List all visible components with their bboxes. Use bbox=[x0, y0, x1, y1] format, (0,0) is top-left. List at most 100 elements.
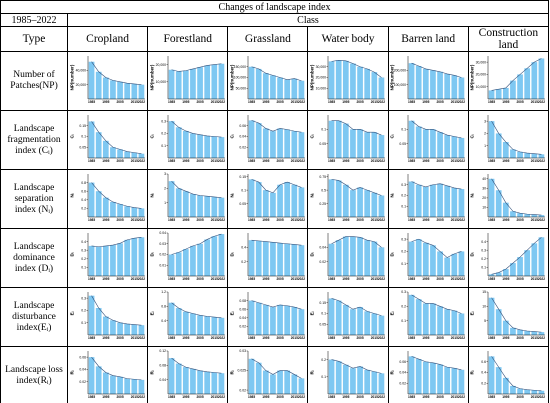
mini-chart: Dᵢ 0.1 0.2 0.3 0.4 1985 1995 2005 2015 2022 bbox=[69, 232, 145, 281]
bar bbox=[291, 243, 298, 276]
bar bbox=[364, 68, 371, 99]
bar bbox=[175, 126, 182, 158]
bar bbox=[524, 67, 531, 99]
y-tick-label: 0.04 bbox=[400, 370, 407, 374]
trend-line bbox=[251, 358, 302, 379]
y-tick-label: 30,000 bbox=[476, 60, 486, 64]
class-name: Forestland bbox=[147, 26, 229, 52]
bar bbox=[350, 367, 356, 394]
x-tick-label: 1985 bbox=[408, 395, 415, 399]
bar bbox=[357, 66, 363, 99]
bar bbox=[123, 323, 130, 335]
x-tick-label: 2015 bbox=[451, 395, 458, 399]
bar bbox=[204, 64, 210, 99]
bar bbox=[182, 70, 189, 99]
bar bbox=[291, 373, 298, 394]
bar bbox=[211, 64, 217, 99]
x-tick-label: 1995 bbox=[262, 218, 269, 222]
bar bbox=[538, 214, 545, 217]
x-tick-label: 2005 bbox=[276, 159, 283, 163]
bar bbox=[408, 120, 415, 158]
x-tick-label: 2022 bbox=[378, 218, 385, 222]
bar bbox=[189, 193, 196, 217]
x-tick-label: 1985 bbox=[88, 395, 95, 399]
x-tick-label: 2005 bbox=[517, 277, 524, 281]
bar bbox=[168, 357, 175, 394]
bar bbox=[364, 369, 371, 394]
bar bbox=[328, 359, 335, 394]
trend-line bbox=[491, 236, 543, 275]
bar bbox=[248, 178, 255, 217]
x-tick-label: 2022 bbox=[538, 100, 545, 104]
x-tick-label: 1985 bbox=[248, 159, 255, 163]
y-tick-label: 0.2 bbox=[161, 131, 166, 135]
chart-cell: Rᵢ 0.02 0.04 0.06 1985 1995 2005 2015 2022 bbox=[387, 346, 469, 403]
bar bbox=[123, 378, 130, 394]
index-row: Landscape disturbance index(Eᵢ) Eᵢ 0.1 0.2 0… bbox=[0, 287, 550, 347]
trend-line bbox=[411, 119, 462, 138]
y-tick-label: 200,000 bbox=[394, 68, 406, 72]
bar bbox=[357, 236, 363, 276]
x-tick-label: 2005 bbox=[437, 100, 444, 104]
bar bbox=[88, 245, 94, 276]
bar bbox=[189, 68, 196, 99]
bar bbox=[531, 214, 538, 217]
y-axis-label: Eᵢ bbox=[149, 311, 154, 315]
y-tick-label: 0.04 bbox=[79, 367, 86, 371]
x-tick-label: 2005 bbox=[437, 218, 444, 222]
y-axis-label: Cᵢ bbox=[229, 134, 234, 138]
y-tick-label: 0.2 bbox=[401, 249, 406, 253]
bar bbox=[489, 273, 495, 276]
y-tick-label: 0.3 bbox=[81, 296, 86, 300]
bar bbox=[189, 313, 196, 335]
row-label: Landscape fragmentation index (Cᵢ) bbox=[0, 110, 68, 170]
bar bbox=[248, 119, 255, 158]
bar bbox=[524, 152, 531, 158]
x-tick-label: 1985 bbox=[248, 277, 255, 281]
chart-cell: Cᵢ 0.05 0.1 0.15 1985 1995 2005 2015 2022 bbox=[66, 110, 149, 170]
bar bbox=[248, 239, 255, 276]
x-tick-label: 1995 bbox=[262, 395, 269, 399]
y-tick-label: 0.02 bbox=[239, 324, 246, 328]
chart-cell: Cᵢ 0.05 0.1 1985 1995 2005 2015 2022 bbox=[387, 110, 469, 170]
x-tick-label: 2005 bbox=[357, 395, 364, 399]
table-body: Number of Patches(NP) NP(number) 20,000 40,… bbox=[0, 51, 550, 403]
y-tick-label: 0.04 bbox=[159, 231, 166, 235]
x-tick-label: 2015 bbox=[531, 218, 538, 222]
y-tick-label: 0.2 bbox=[482, 257, 487, 261]
x-tick-label: 2005 bbox=[196, 159, 203, 163]
bar bbox=[364, 310, 371, 335]
y-tick-label: 0.02 bbox=[239, 145, 246, 149]
x-tick-label: 1995 bbox=[182, 159, 189, 163]
mini-chart: Eᵢ 0.1 0.2 0.3 1985 1995 2005 2015 2022 bbox=[69, 291, 145, 340]
y-tick-label: 0.06 bbox=[239, 123, 246, 127]
bar bbox=[350, 236, 356, 276]
bar bbox=[123, 239, 130, 276]
bar bbox=[364, 239, 371, 276]
mini-chart: Eᵢ 0.4 0.8 1.2 1985 1995 2005 2015 2022 bbox=[149, 290, 225, 340]
bar bbox=[444, 185, 451, 217]
bar bbox=[444, 366, 451, 394]
mini-chart: Nᵢ 0.05 0.1 0.15 1985 1995 2005 2015 2022 bbox=[229, 173, 305, 222]
y-axis-label: Rᵢ bbox=[390, 370, 395, 374]
bar bbox=[423, 302, 429, 335]
bar bbox=[102, 140, 109, 158]
bar bbox=[350, 128, 356, 158]
x-tick-label: 1985 bbox=[488, 159, 495, 163]
y-tick-label: 0.06 bbox=[239, 307, 246, 311]
bar bbox=[298, 186, 305, 217]
bar bbox=[204, 315, 210, 335]
chart-cell: NP(number) 20,000 40,000 1985 1995 2005 2015 20… bbox=[66, 51, 149, 111]
bar bbox=[262, 241, 269, 276]
x-tick-label: 2022 bbox=[378, 395, 385, 399]
bar bbox=[350, 189, 356, 217]
y-axis-label: Cᵢ bbox=[69, 134, 74, 138]
bar bbox=[175, 363, 182, 394]
x-tick-label: 2022 bbox=[218, 159, 225, 163]
y-axis-label: Rᵢ bbox=[470, 370, 475, 374]
mini-chart: Rᵢ 0.02 0.04 0.06 1985 1995 2005 2015 2022 bbox=[69, 350, 145, 399]
x-tick-label: 2015 bbox=[371, 100, 378, 104]
y-axis-label: Dᵢ bbox=[470, 252, 475, 256]
bar bbox=[364, 189, 371, 217]
y-axis-label: Dᵢ bbox=[229, 252, 234, 256]
